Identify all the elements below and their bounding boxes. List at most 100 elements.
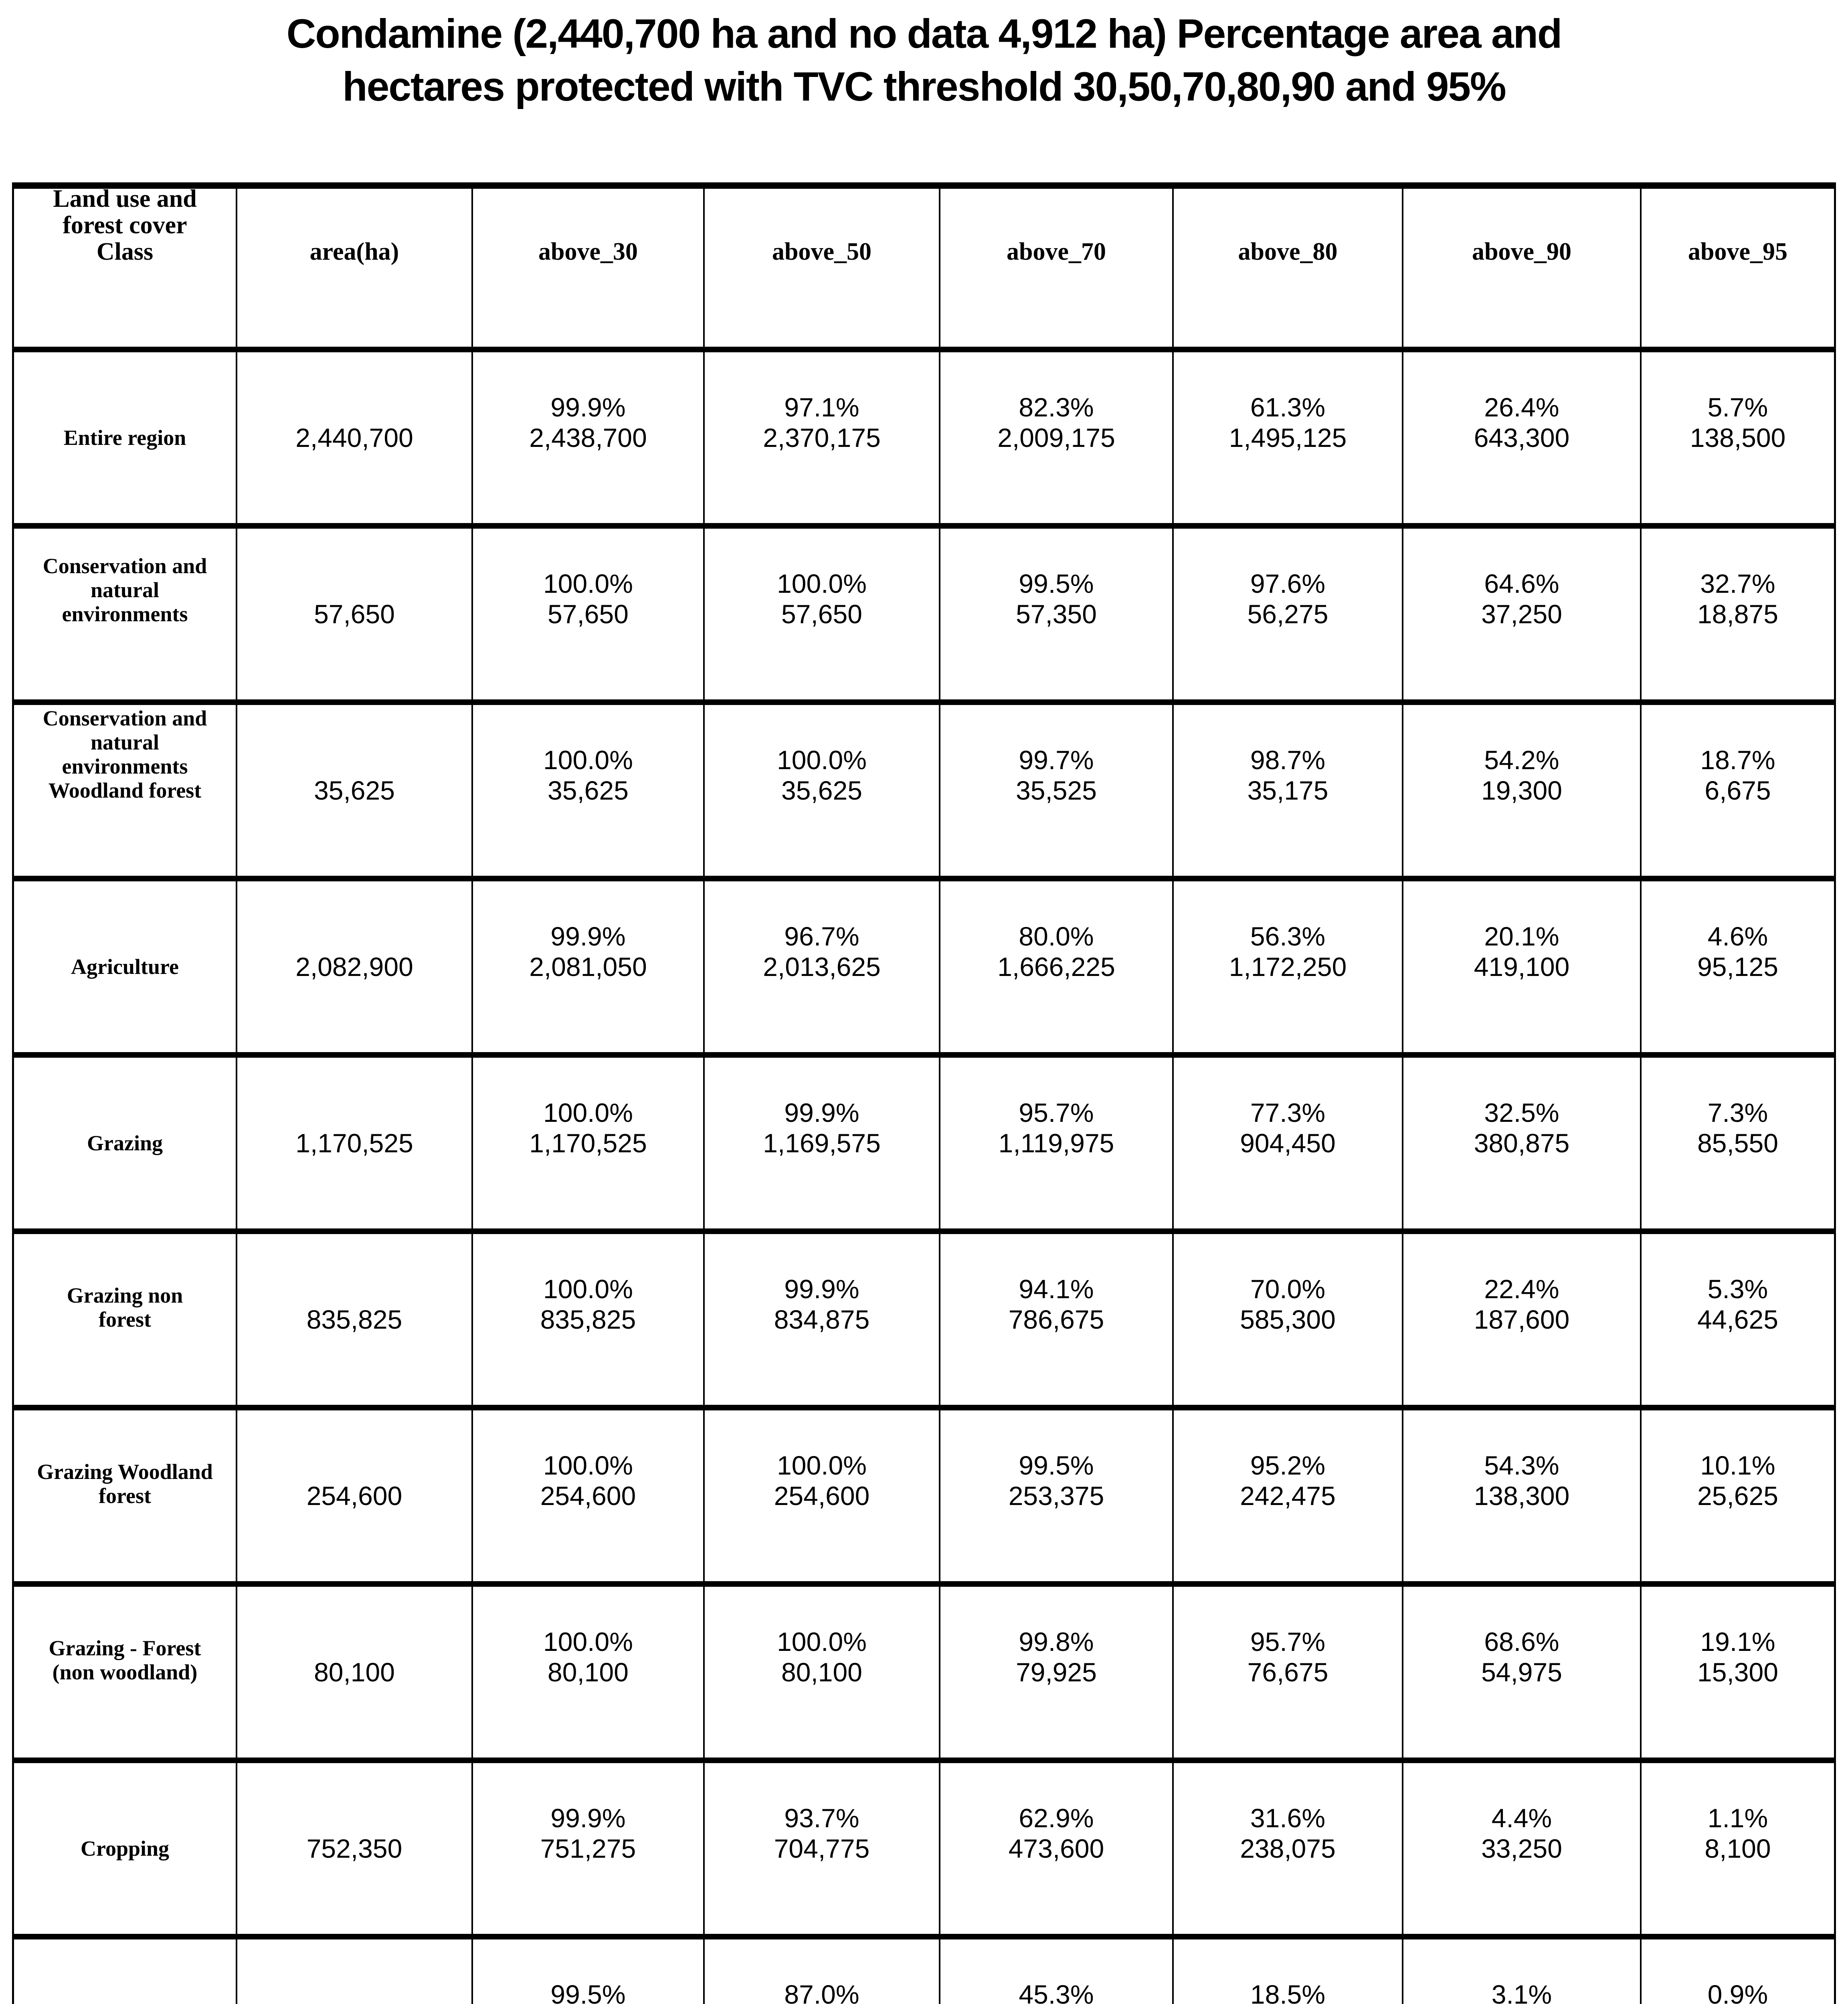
table-row: Conservation and natural environments Woodl… xyxy=(14,699,1834,876)
text-line: 95.7% xyxy=(1019,1098,1094,1127)
data-cell: 54.2% 19,300 xyxy=(1402,705,1640,876)
text-line: 1.1% xyxy=(1707,1803,1768,1833)
text-line: 254,600 xyxy=(774,1481,870,1511)
data-cell: 20.1% 419,100 xyxy=(1402,881,1640,1052)
page-title-line1: Condamine (2,440,700 ha and no data 4,91… xyxy=(286,11,1563,57)
text-line: 80,100 xyxy=(314,1657,395,1687)
data-cell: 31.6% 238,075 xyxy=(1172,1763,1402,1934)
data-cell: 70.0% 585,300 xyxy=(1172,1234,1402,1405)
area-cell: 57,650 xyxy=(236,529,471,699)
data-cell: 26.4% 643,300 xyxy=(1402,352,1640,523)
data-cell: 97.6% 56,275 xyxy=(1172,529,1402,699)
text-line: Conservation and xyxy=(42,706,207,730)
land-use-table: Land use and forest cover Class area(ha) abo… xyxy=(12,182,1836,2004)
text-line: 20.1% xyxy=(1484,921,1559,951)
text-line: 10.1% xyxy=(1700,1450,1775,1480)
text-line: 1,666,225 xyxy=(997,952,1115,982)
text-line: 834,875 xyxy=(774,1305,870,1334)
text-line: 19.1% xyxy=(1700,1627,1775,1657)
text-line: 32.5% xyxy=(1484,1098,1559,1127)
data-cell: 100.0% 35,625 xyxy=(471,705,703,876)
text-line: 80,100 xyxy=(548,1657,629,1687)
class-cell: Grazing non forest xyxy=(14,1234,236,1405)
area-cell: 80,100 xyxy=(236,1587,471,1758)
data-cell: 77.3% 904,450 xyxy=(1172,1058,1402,1228)
text-line: 100.0% xyxy=(777,569,867,598)
table-row: Irrigation159,75099.5%158,97587.0%139,00… xyxy=(14,1934,1834,2004)
text-line: above_30 xyxy=(538,238,638,265)
data-cell: 99.5% 57,350 xyxy=(939,529,1172,699)
header-cell: above_95 xyxy=(1640,189,1834,347)
data-cell: 5.3% 44,625 xyxy=(1640,1234,1834,1405)
text-line: 835,825 xyxy=(306,1305,402,1334)
text-line: 2,440,700 xyxy=(295,423,413,453)
text-line: 100.0% xyxy=(543,569,633,598)
data-cell: 99.8% 79,925 xyxy=(939,1587,1172,1758)
text-line: 54.3% xyxy=(1484,1450,1559,1480)
text-line: 1,170,525 xyxy=(295,1128,413,1158)
text-line: 1,172,250 xyxy=(1229,952,1347,982)
data-cell: 5.7% 138,500 xyxy=(1640,352,1834,523)
text-line: 68.6% xyxy=(1484,1627,1559,1657)
text-line: 97.6% xyxy=(1250,569,1326,598)
header-cell: above_80 xyxy=(1172,189,1402,347)
text-line: 254,600 xyxy=(306,1481,402,1511)
data-cell: 18.5%29,600 xyxy=(1172,1939,1402,2004)
text-line: 33,250 xyxy=(1481,1834,1562,1863)
text-line: 18,875 xyxy=(1697,599,1778,629)
text-line: 238,075 xyxy=(1240,1834,1336,1863)
text-line: 25,625 xyxy=(1697,1481,1778,1511)
text-line: 77.3% xyxy=(1250,1098,1326,1127)
text-line: Grazing non xyxy=(67,1283,183,1307)
data-cell: 100.0% 80,100 xyxy=(471,1587,703,1758)
text-line: 100.0% xyxy=(543,1274,633,1304)
class-cell: Grazing - Forest (non woodland) xyxy=(14,1587,236,1758)
text-line: Conservation and xyxy=(42,554,207,578)
text-line: above_80 xyxy=(1238,238,1338,265)
text-line: 786,675 xyxy=(1008,1305,1104,1334)
data-cell: 100.0% 80,100 xyxy=(703,1587,939,1758)
text-line: 1,495,125 xyxy=(1229,423,1347,453)
text-line: 100.0% xyxy=(777,1627,867,1657)
page-title-line2: hectares protected with TVC threshold 30… xyxy=(342,64,1506,109)
data-cell: 100.0% 835,825 xyxy=(471,1234,703,1405)
text-line: Grazing xyxy=(87,1131,163,1155)
table-row: Conservation and natural environments 57,65… xyxy=(14,523,1834,699)
text-line: 35,525 xyxy=(1016,776,1097,805)
text-line: above_50 xyxy=(772,238,871,265)
text-line: 87.0% xyxy=(784,1980,859,2004)
data-cell: 97.1% 2,370,175 xyxy=(703,352,939,523)
area-cell: 2,082,900 xyxy=(236,881,471,1052)
text-line: 2,370,175 xyxy=(763,423,881,453)
data-cell: 95.7% 76,675 xyxy=(1172,1587,1402,1758)
text-line: natural xyxy=(90,730,160,754)
text-line: 643,300 xyxy=(1474,423,1570,453)
text-line: above_90 xyxy=(1472,238,1571,265)
text-line: 32.7% xyxy=(1700,569,1775,598)
text-line: 56.3% xyxy=(1250,921,1326,951)
text-line: 57,650 xyxy=(548,599,629,629)
data-cell: 95.7% 1,119,975 xyxy=(939,1058,1172,1228)
text-line: 138,500 xyxy=(1690,423,1786,453)
text-line: 99.9% xyxy=(550,1803,626,1833)
header-cell: above_70 xyxy=(939,189,1172,347)
text-line: 473,600 xyxy=(1008,1834,1104,1863)
text-line: 2,438,700 xyxy=(529,423,647,453)
data-cell: 95.2% 242,475 xyxy=(1172,1410,1402,1581)
text-line: Entire region xyxy=(63,426,186,450)
text-line: forest cover xyxy=(63,212,187,239)
text-line: above_95 xyxy=(1688,238,1787,265)
text-line: 99.5% xyxy=(1019,1450,1094,1480)
data-cell: 98.7% 35,175 xyxy=(1172,705,1402,876)
data-cell: 87.0%139,000 xyxy=(703,1939,939,2004)
area-cell: 254,600 xyxy=(236,1410,471,1581)
area-cell: 35,625 xyxy=(236,705,471,876)
data-cell: 93.7% 704,775 xyxy=(703,1763,939,1934)
text-line: 57,650 xyxy=(781,599,862,629)
class-cell: Entire region xyxy=(14,352,236,523)
text-line: 15,300 xyxy=(1697,1657,1778,1687)
text-line: 99.5% xyxy=(550,1980,626,2004)
text-line: 82.3% xyxy=(1019,392,1094,422)
text-line: 99.8% xyxy=(1019,1627,1094,1657)
text-line: 253,375 xyxy=(1008,1481,1104,1511)
